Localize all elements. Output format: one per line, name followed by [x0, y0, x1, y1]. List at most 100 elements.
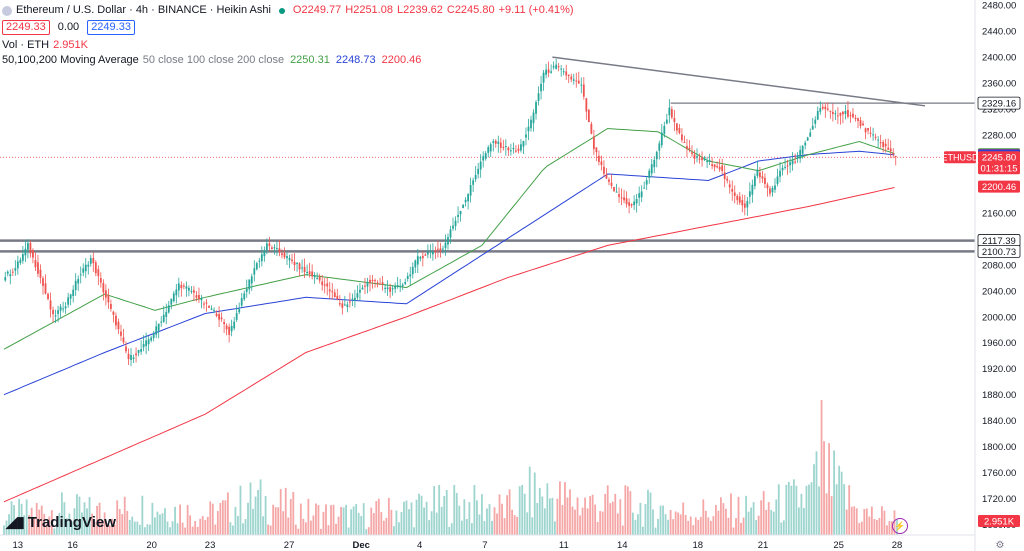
volume-bar: [234, 506, 237, 535]
candle-body: [326, 283, 329, 287]
candle-body: [804, 142, 807, 146]
x-tick-label: 11: [559, 540, 569, 551]
candle-body: [92, 257, 95, 264]
candle-body: [381, 282, 384, 285]
candle-body: [786, 165, 789, 167]
volume-bar: [858, 523, 861, 535]
volume-bar: [576, 497, 579, 535]
volume-bar: [621, 525, 624, 535]
volume-bar: [589, 496, 592, 535]
candle-body: [824, 106, 827, 110]
candle-body: [615, 191, 618, 193]
volume-bar: [33, 518, 36, 535]
volume-bar: [659, 505, 662, 535]
tradingview-logo[interactable]: ◢▮ TradingView: [6, 513, 116, 532]
price-axis[interactable]: 1680.001720.001760.001800.001840.001880.…: [974, 0, 1016, 551]
volume-bar: [45, 523, 48, 535]
volume-bar: [609, 503, 612, 535]
candle-body: [318, 276, 321, 281]
volume-bar: [682, 502, 685, 535]
volume-bar: [403, 501, 405, 535]
candle-body: [884, 143, 887, 147]
volume-bar: [242, 523, 244, 535]
candle-body: [751, 184, 754, 195]
candle-body: [766, 184, 769, 189]
volume-bar: [654, 527, 657, 535]
candle-body: [399, 285, 402, 287]
price-labels: 2329.162250.312249.322248.732245.8001:31…: [941, 96, 1021, 528]
ma-label[interactable]: 50,100,200 Moving Average: [2, 54, 139, 66]
volume-bar: [189, 515, 192, 535]
volume-bar: [307, 498, 310, 535]
volume-bar: [332, 504, 335, 535]
candle-body: [557, 66, 560, 68]
volume-bar: [767, 502, 770, 535]
candle-body: [847, 109, 849, 117]
lightning-icon[interactable]: ⚡: [892, 518, 908, 534]
candle-body: [862, 123, 864, 126]
candle-body: [630, 204, 633, 206]
candle-body: [341, 303, 344, 308]
volume-value: 2.951K: [53, 39, 88, 51]
settings-gear-icon[interactable]: ⚙: [996, 540, 1005, 551]
candle-body: [394, 286, 397, 289]
candle-body: [673, 118, 676, 123]
price-label-box: [978, 515, 1020, 527]
volume-bar: [309, 520, 312, 535]
volume-bar: [692, 525, 695, 535]
volume-bar: [785, 484, 788, 535]
candle-body: [255, 263, 258, 270]
volume-label[interactable]: Vol · ETH: [2, 39, 50, 51]
candle-body: [200, 298, 203, 301]
volume-bar: [214, 524, 217, 535]
volume-bar: [850, 506, 853, 535]
symbol-tag-box: [944, 151, 976, 164]
volume-bar: [249, 482, 252, 535]
volume-bar: [13, 505, 15, 535]
candle-body: [117, 321, 120, 330]
volume-bar: [488, 504, 491, 535]
volume-bar: [518, 486, 521, 535]
sell-button[interactable]: 2249.33: [2, 20, 50, 35]
volume-bar: [15, 524, 18, 535]
trend-line[interactable]: [552, 56, 926, 107]
volume-bar: [111, 518, 114, 535]
volume-bar: [179, 504, 181, 535]
volume-bar: [224, 500, 227, 535]
candle-body: [84, 264, 87, 272]
candle-body: [829, 110, 832, 112]
candle-body: [892, 153, 895, 155]
buy-button[interactable]: 2249.33: [87, 20, 135, 35]
volume-bar: [209, 501, 212, 535]
volume-bar: [870, 506, 873, 535]
candle-body: [799, 149, 802, 159]
candle-body: [82, 268, 85, 273]
candle-body: [137, 350, 140, 353]
candle-body: [721, 165, 724, 172]
volume-bar: [833, 450, 836, 535]
candle-body: [741, 200, 744, 206]
logo-text: TradingView: [27, 513, 116, 531]
volume-bar: [171, 521, 174, 535]
candle-body: [515, 150, 517, 152]
ma100-value: 2248.73: [335, 54, 376, 66]
volume-bar: [684, 514, 687, 535]
volume-bar: [377, 498, 380, 535]
candle-body: [253, 268, 256, 275]
time-axis[interactable]: 13 16 20 23 27 Dec 4 7 11 14 18 21 25 28 ⚙: [0, 534, 1005, 551]
candle-body: [512, 147, 515, 150]
volume-bar: [428, 520, 431, 535]
volume-bar: [8, 514, 10, 535]
volume-bar: [863, 508, 866, 535]
candle-body: [806, 137, 809, 141]
y-tick-label: 1760.00: [982, 468, 1016, 479]
volume-bar: [730, 493, 732, 535]
candle-body: [125, 346, 127, 352]
x-tick-label: 21: [758, 540, 769, 551]
volume-bar: [722, 503, 725, 535]
volume-bar: [657, 518, 659, 535]
symbol-title[interactable]: Ethereum / U.S. Dollar · 4h · BINANCE · …: [16, 4, 271, 16]
candle-body: [857, 118, 859, 121]
volume-bar: [667, 519, 669, 535]
